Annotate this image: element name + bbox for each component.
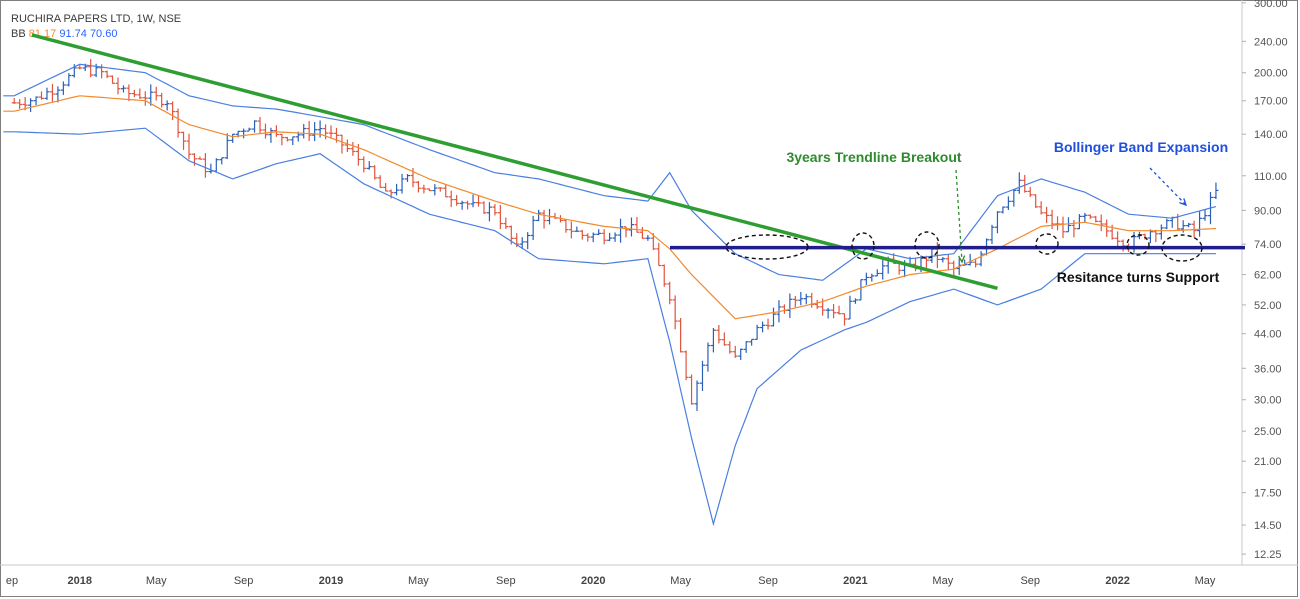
trendline-breakout-label: 3years Trendline Breakout	[786, 149, 961, 165]
time-tick-label: 2018	[68, 575, 92, 587]
indicator-name: BB	[11, 28, 26, 40]
price-tick-label: 110.00	[1254, 171, 1287, 183]
candles	[11, 58, 1219, 411]
time-tick-label: Sep	[496, 575, 516, 587]
price-tick-label: 14.50	[1254, 520, 1282, 532]
bb-upper-line	[3, 63, 1217, 281]
price-axis: 300.00 240.00 200.00 170.00 140.00 110.00 90.0…	[1241, 0, 1288, 565]
price-tick-label: 25.00	[1254, 426, 1282, 438]
expansion-arrow	[1149, 167, 1187, 206]
price-tick-label: 52.00	[1254, 300, 1282, 312]
breakout-arrow-head	[957, 255, 966, 264]
time-tick-label: Sep	[758, 575, 778, 587]
annotations: 3years Trendline Breakout Bollinger Band…	[786, 139, 1228, 285]
touch-marker	[725, 234, 809, 260]
time-tick-label: May	[1195, 575, 1216, 587]
time-tick-label: May	[408, 575, 429, 587]
touch-marker	[1035, 233, 1059, 255]
time-tick-label: May	[146, 575, 167, 587]
expansion-arrow-head	[1179, 198, 1188, 207]
price-tick-label: 200.00	[1254, 68, 1288, 80]
time-tick-label: 2019	[319, 575, 343, 587]
price-tick-label: 74.00	[1254, 239, 1282, 251]
price-tick-label: 170.00	[1254, 96, 1288, 108]
time-tick-label: ep	[6, 575, 18, 587]
touch-marker	[914, 231, 940, 259]
price-tick-label: 12.25	[1254, 549, 1282, 561]
indicator-legend: BB 81.17 91.74 70.60	[11, 28, 117, 40]
time-tick-label: 2022	[1105, 575, 1129, 587]
price-tick-label: 44.00	[1254, 329, 1282, 341]
price-tick-label: 30.00	[1254, 395, 1282, 407]
price-tick-label: 90.00	[1254, 205, 1282, 217]
touch-marker	[851, 232, 875, 260]
bb-lower-value: 70.60	[89, 28, 118, 40]
bb-basis-line	[3, 95, 1217, 320]
chart-title: RUCHIRA PAPERS LTD, 1W, NSE	[11, 13, 182, 25]
price-tick-label: 36.00	[1254, 363, 1282, 375]
touch-marker	[1126, 234, 1150, 256]
time-tick-label: Sep	[1020, 575, 1040, 587]
time-axis: ep 2018 May Sep 2019 May Sep 2020 May Sep 2021 May S…	[0, 564, 1298, 587]
price-tick-label: 140.00	[1254, 129, 1288, 141]
time-tick-label: Sep	[234, 575, 254, 587]
time-tick-label: 2020	[581, 575, 605, 587]
price-tick-label: 240.00	[1254, 36, 1288, 48]
price-tick-label: 21.00	[1254, 456, 1282, 468]
price-tick-label: 300.00	[1254, 0, 1288, 10]
bb-lower-line	[3, 127, 1216, 527]
price-tick-label: 17.50	[1254, 488, 1282, 500]
resistance-support-label: Resitance turns Support	[1057, 269, 1220, 285]
time-tick-label: May	[670, 575, 691, 587]
bb-expansion-label: Bollinger Band Expansion	[1054, 139, 1228, 155]
time-tick-label: May	[932, 575, 953, 587]
time-tick-label: 2021	[843, 575, 867, 587]
price-tick-label: 62.00	[1254, 270, 1282, 282]
annotation-lines	[31, 33, 1245, 290]
bollinger-bands	[3, 63, 1217, 527]
touch-marker	[1161, 234, 1203, 262]
bb-upper-value: 91.74	[59, 28, 87, 40]
